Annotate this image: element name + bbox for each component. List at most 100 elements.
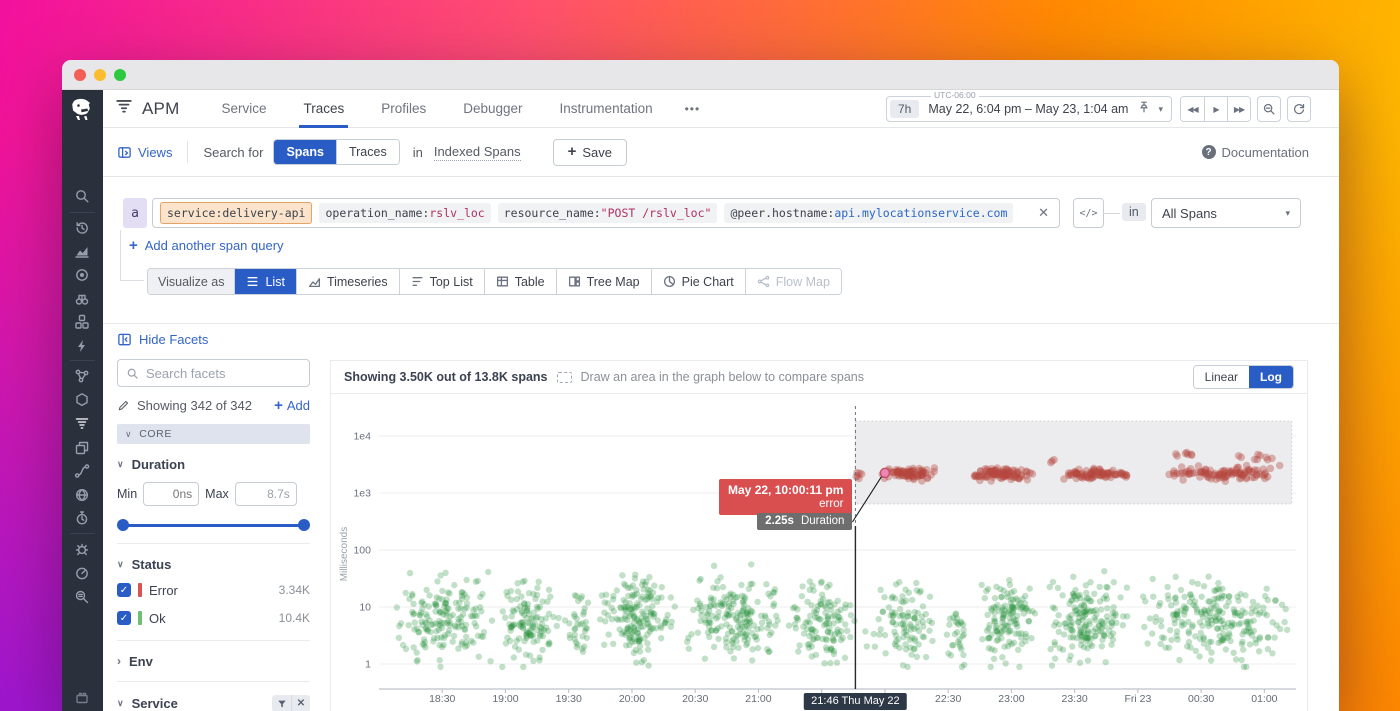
scope-in-label: in (1122, 203, 1146, 221)
svg-text:21:00: 21:00 (745, 693, 771, 705)
slider-track[interactable] (121, 524, 306, 527)
query-token-service[interactable]: service:delivery-api (160, 202, 313, 224)
stopwatch-icon (76, 511, 88, 525)
sidebar-item-debug[interactable] (74, 541, 91, 558)
refresh-button[interactable] (1287, 96, 1311, 122)
chevron-down-icon: ∨ (117, 559, 124, 569)
linear-scale-button[interactable]: Linear (1193, 366, 1249, 388)
viz-option-top-list[interactable]: Top List (398, 269, 484, 294)
tab-service[interactable]: Service (221, 101, 267, 116)
checkbox-checked[interactable]: ✓ (117, 583, 131, 597)
sidebar-item-search[interactable] (74, 188, 91, 205)
query-token-operation[interactable]: operation_name:rslv_loc (319, 203, 491, 223)
sidebar-item-rum[interactable] (74, 440, 91, 457)
plus-icon: + (129, 236, 138, 254)
zoom-out-button[interactable] (1257, 96, 1281, 122)
save-button[interactable]: + Save (552, 138, 627, 166)
sidebar-item-organization[interactable] (74, 689, 91, 706)
viz-option-timeseries[interactable]: Timeseries (295, 269, 399, 294)
chevron-down-icon[interactable]: ▾ (1158, 103, 1163, 114)
documentation-link[interactable]: ? Documentation (1201, 145, 1309, 160)
slider-handle-min[interactable] (117, 519, 129, 531)
facets-panel: Hide Facets Showing 342 of 342 +Add ∨ CO… (117, 332, 310, 711)
facet-duration-header[interactable]: ∨ Duration (117, 457, 186, 472)
facet-status-header[interactable]: ∨ Status (117, 557, 172, 572)
sidebar-item-integrations[interactable] (74, 314, 91, 331)
sidebar-item-binoculars[interactable] (74, 291, 91, 308)
sidebar-item-network[interactable] (74, 487, 91, 504)
filter-icon[interactable] (272, 695, 291, 711)
sidebar-item-logs[interactable] (74, 589, 91, 606)
org-blocks-icon (76, 692, 88, 704)
sidebar-item-security[interactable] (74, 392, 91, 409)
facet-duration: ∨ Duration Min Max (117, 457, 310, 531)
viz-option-table[interactable]: Table (483, 269, 556, 294)
sidebar-item-watchdog[interactable] (74, 267, 91, 284)
time-forward-button[interactable]: ▶▶ (1227, 97, 1250, 121)
traces-toggle-button[interactable]: Traces (335, 140, 399, 164)
views-button[interactable]: Views (117, 145, 172, 160)
facet-search-input[interactable] (146, 365, 276, 381)
time-range-badge[interactable]: 7h (890, 100, 920, 118)
chart-summary: Showing 3.50K out of 13.8K spans (344, 370, 548, 384)
pin-icon[interactable] (1137, 100, 1151, 119)
sidebar-item-processes[interactable] (74, 368, 91, 385)
status-color-bar (138, 611, 142, 625)
add-facet-button[interactable]: + Add (274, 396, 310, 414)
indexed-spans-link[interactable]: Indexed Spans (433, 143, 521, 161)
page-title: APM (142, 98, 180, 118)
viz-option-list[interactable]: List (234, 269, 296, 294)
duration-min-input[interactable] (143, 482, 200, 506)
spans-scatter-chart[interactable]: 1 10 100 1e3 1e4 Milliseconds 18:30 19:00 19:30 2… (331, 394, 1307, 711)
sidebar-item-events[interactable] (74, 338, 91, 355)
hide-facets-button[interactable]: Hide Facets (117, 332, 310, 347)
nav-overflow-button[interactable]: ••• (684, 101, 701, 116)
minimize-button[interactable] (94, 69, 106, 81)
datadog-logo[interactable] (68, 96, 97, 125)
log-scale-button[interactable]: Log (1249, 366, 1293, 388)
sidebar-item-history[interactable] (74, 220, 91, 237)
slider-handle-max[interactable] (298, 519, 310, 531)
sidebar-item-service-map[interactable] (74, 463, 91, 480)
time-range-picker[interactable]: UTC-06:00 7h May 22, 6:04 pm – May 23, 1… (886, 90, 1172, 122)
search-icon (76, 190, 89, 203)
sidebar-item-metrics[interactable] (74, 244, 91, 261)
zoom-button[interactable] (114, 69, 126, 81)
chart-hint: Draw an area in the graph below to compa… (580, 370, 865, 384)
timezone-label: UTC-06:00 (931, 90, 979, 100)
facet-service-header[interactable]: ∨ Service ✕ (117, 695, 310, 711)
app-window: APM Service Traces Profiles Debugger Ins… (62, 60, 1339, 711)
span-query-input[interactable]: service:delivery-api operation_name:rslv… (152, 198, 1060, 228)
query-token-resource[interactable]: resource_name:"POST /rslv_loc" (497, 203, 718, 223)
sidebar-item-synthetics[interactable] (74, 510, 91, 527)
tab-debugger[interactable]: Debugger (463, 101, 523, 116)
sidebar-item-dashboards[interactable] (74, 565, 91, 582)
time-back-button[interactable]: ◀◀ (1181, 97, 1204, 121)
facet-row-error[interactable]: ✓ Error 3.34K (117, 580, 310, 600)
add-span-query-button[interactable]: + Add another span query (129, 236, 284, 254)
spans-toggle-button[interactable]: Spans (274, 140, 336, 164)
tab-instrumentation[interactable]: Instrumentation (559, 101, 653, 116)
sidebar-item-apm[interactable] (74, 415, 91, 432)
viz-option-tree-map[interactable]: Tree Map (555, 269, 651, 294)
scope-select[interactable]: All Spans ▾ (1151, 198, 1301, 228)
facet-group-core[interactable]: ∨ CORE (117, 424, 310, 444)
time-play-button[interactable]: ▶ (1204, 97, 1227, 121)
close-button[interactable] (74, 69, 86, 81)
metrics-icon (75, 247, 89, 258)
viz-option-pie-chart[interactable]: Pie Chart (650, 269, 745, 294)
apm-funnel-icon (75, 418, 89, 429)
clear-filter-icon[interactable]: ✕ (291, 695, 310, 711)
svg-text:00:30: 00:30 (1188, 693, 1214, 705)
clear-query-icon[interactable]: ✕ (1038, 205, 1049, 220)
code-view-button[interactable]: </> (1073, 198, 1104, 228)
tab-profiles[interactable]: Profiles (381, 101, 427, 116)
facet-row-ok[interactable]: ✓ Ok 10.4K (117, 608, 310, 628)
query-token-peer-hostname[interactable]: @peer.hostname:api.mylocationservice.com (724, 203, 1014, 223)
facet-env-header[interactable]: › Env (117, 654, 153, 669)
checkbox-checked[interactable]: ✓ (117, 611, 131, 625)
tab-traces[interactable]: Traces (299, 90, 349, 128)
viz-option-flow-map[interactable]: Flow Map (744, 269, 841, 294)
log-search-icon (75, 590, 89, 604)
duration-max-input[interactable] (234, 482, 297, 506)
